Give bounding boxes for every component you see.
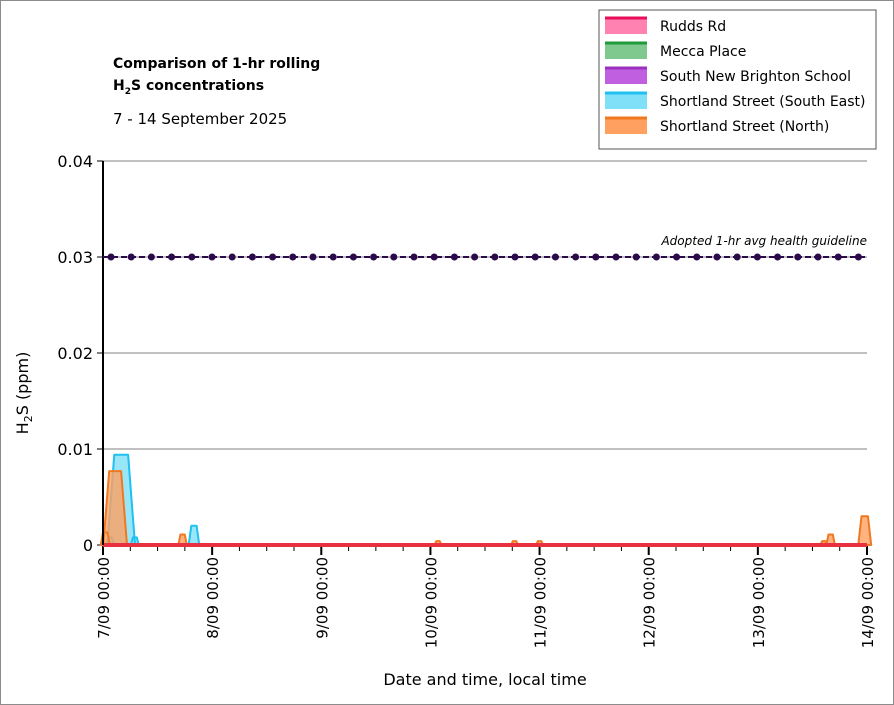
x-axis-label: Date and time, local time <box>383 670 586 689</box>
x-tick-label: 10/09 00:00 <box>422 557 440 648</box>
guideline-marker <box>289 253 297 261</box>
y-tick-label: 0.04 <box>57 152 93 171</box>
legend-swatch <box>605 17 647 34</box>
guideline-marker <box>652 253 660 261</box>
guideline-marker <box>208 253 216 261</box>
guideline-marker <box>753 253 761 261</box>
x-tick-label: 8/09 00:00 <box>204 557 222 639</box>
y-tick-label: 0.01 <box>57 440 93 459</box>
legend-swatch <box>605 67 647 84</box>
guideline-marker <box>430 253 438 261</box>
legend-label: Mecca Place <box>660 44 746 60</box>
x-tick-label: 7/09 00:00 <box>95 557 113 639</box>
guideline-marker <box>794 253 802 261</box>
legend-label: Rudds Rd <box>660 19 726 35</box>
chart-title-line2: H2S concentrations <box>113 78 264 97</box>
guideline-marker <box>592 253 600 261</box>
guideline-marker <box>531 253 539 261</box>
guideline-marker <box>168 253 176 261</box>
guideline-marker <box>733 253 741 261</box>
guideline-marker <box>269 253 277 261</box>
guideline-marker <box>612 253 620 261</box>
guideline-marker <box>551 253 559 261</box>
guideline-marker <box>673 253 681 261</box>
series-area-4 <box>99 470 873 546</box>
y-tick-label: 0 <box>83 536 93 555</box>
guideline-marker <box>248 253 256 261</box>
x-tick-label: 9/09 00:00 <box>313 557 331 639</box>
legend-label: Shortland Street (South East) <box>660 94 866 110</box>
guideline-marker <box>632 253 640 261</box>
legend-swatch <box>605 92 647 109</box>
chart-subtitle: 7 - 14 September 2025 <box>113 110 287 128</box>
legend-label: South New Brighton School <box>660 69 851 85</box>
guideline-marker <box>107 253 115 261</box>
legend-swatch <box>605 117 647 134</box>
guideline-marker <box>511 253 519 261</box>
chart-title-line1: Comparison of 1-hr rolling <box>113 56 320 72</box>
legend: Rudds Rd Mecca Place South New Brighton Sc… <box>598 9 877 150</box>
x-tick-label: 13/09 00:00 <box>750 557 768 648</box>
guideline-marker <box>814 253 822 261</box>
x-tick-label: 11/09 00:00 <box>532 557 550 648</box>
guideline-marker <box>774 253 782 261</box>
guideline-marker <box>349 253 357 261</box>
guideline-marker <box>572 253 580 261</box>
legend-swatch <box>605 42 647 59</box>
legend-label: Shortland Street (North) <box>660 119 829 135</box>
series-area-3 <box>102 453 868 546</box>
guideline-label: Adopted 1-hr avg health guideline <box>660 234 867 248</box>
guideline-marker <box>147 253 155 261</box>
guideline-marker <box>329 253 337 261</box>
y-tick-label: 0.02 <box>57 344 93 363</box>
guideline-marker <box>127 253 135 261</box>
guideline-marker <box>410 253 418 261</box>
guideline-marker <box>390 253 398 261</box>
y-axis-label: H2S (ppm) <box>13 352 35 435</box>
y-tick-label: 0.03 <box>57 248 93 267</box>
guideline-marker <box>228 253 236 261</box>
guideline-marker <box>713 253 721 261</box>
guideline-marker <box>693 253 701 261</box>
guideline-marker <box>450 253 458 261</box>
guideline-marker <box>309 253 317 261</box>
guideline-marker <box>188 253 196 261</box>
guideline-marker <box>854 253 862 261</box>
x-tick-label: 12/09 00:00 <box>641 557 659 648</box>
guideline-marker <box>834 253 842 261</box>
guideline-marker <box>370 253 378 261</box>
x-tick-label: 14/09 00:00 <box>859 557 877 648</box>
guideline-marker <box>491 253 499 261</box>
guideline-marker <box>471 253 479 261</box>
